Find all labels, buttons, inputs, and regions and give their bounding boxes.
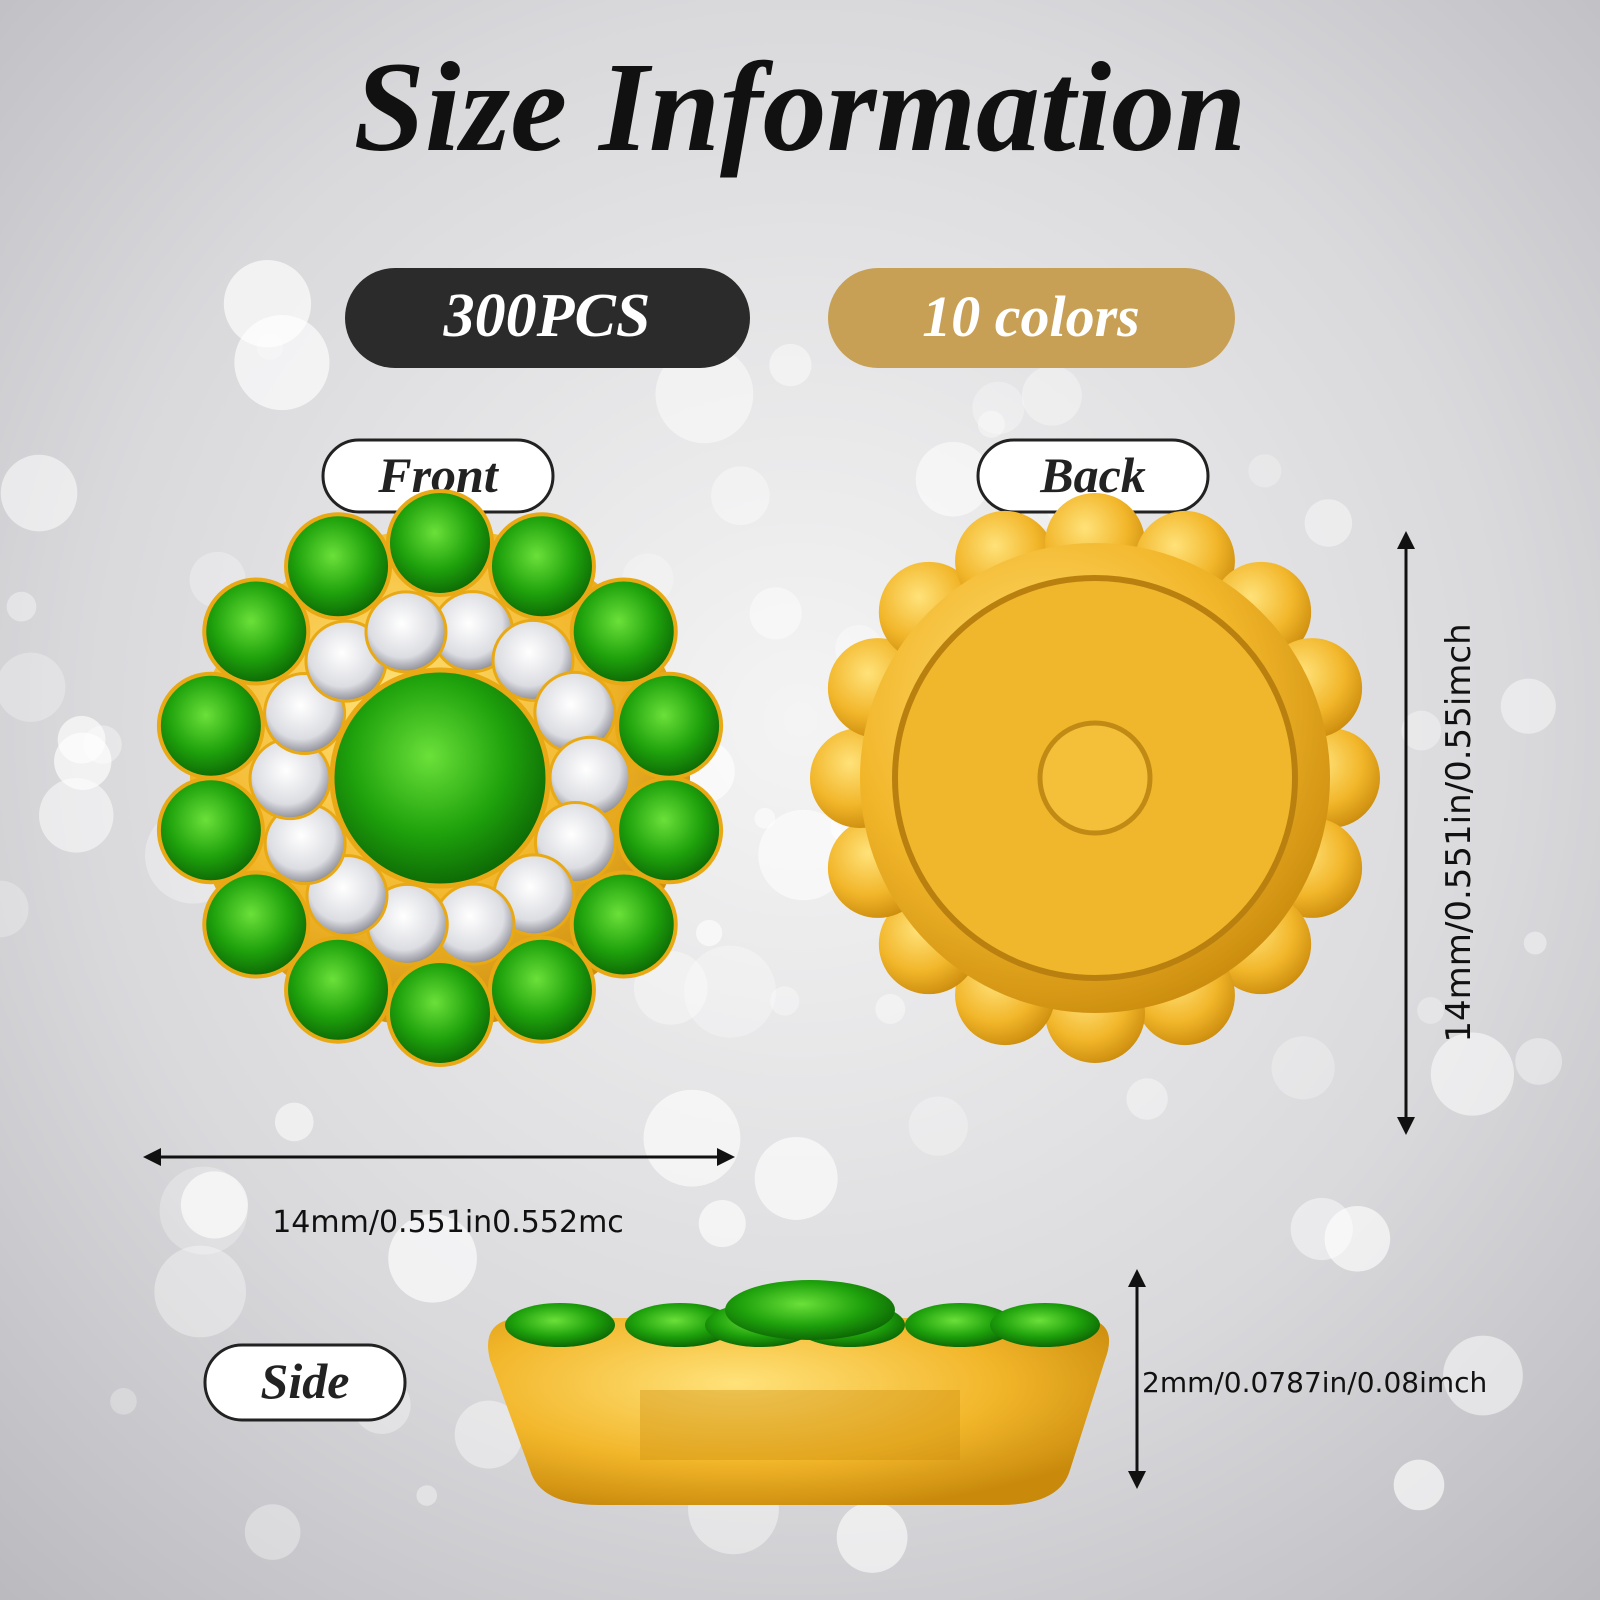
bokeh-dot bbox=[972, 381, 1025, 435]
bokeh-dot bbox=[749, 587, 802, 640]
bokeh-dot bbox=[154, 1245, 247, 1338]
bokeh-dot bbox=[695, 919, 723, 947]
bokeh-dot bbox=[1393, 1459, 1445, 1511]
bokeh-dot bbox=[388, 1213, 477, 1303]
bokeh-dot bbox=[180, 1171, 248, 1239]
bokeh-dot bbox=[1271, 1036, 1335, 1100]
badge-bg bbox=[345, 268, 750, 368]
side-shadow bbox=[640, 1390, 960, 1460]
bokeh-dot bbox=[1523, 931, 1547, 955]
green-stone bbox=[156, 776, 265, 885]
bokeh-dot bbox=[1430, 1032, 1515, 1116]
green-stone bbox=[487, 935, 596, 1044]
bokeh-dot bbox=[1248, 454, 1282, 488]
green-stone bbox=[569, 577, 678, 686]
view-label-bg bbox=[203, 1343, 407, 1422]
bokeh-dot bbox=[1304, 499, 1353, 547]
bokeh-dot bbox=[770, 986, 800, 1016]
bokeh-dot bbox=[655, 345, 754, 444]
green-stone bbox=[487, 512, 596, 621]
view-label: Side bbox=[261, 1353, 350, 1409]
bokeh-dot bbox=[274, 1102, 314, 1142]
bokeh-dot bbox=[908, 1096, 968, 1156]
green-stone bbox=[284, 935, 393, 1044]
bokeh-dot bbox=[1443, 1335, 1523, 1416]
bokeh-dot bbox=[0, 454, 78, 532]
green-stone bbox=[386, 489, 494, 597]
green-stone bbox=[615, 776, 724, 885]
green-stone bbox=[569, 870, 678, 979]
side-stone bbox=[990, 1303, 1100, 1347]
bokeh-dot bbox=[57, 715, 106, 764]
bokeh-dot bbox=[1021, 365, 1082, 426]
green-stone bbox=[615, 671, 724, 780]
side-stone bbox=[905, 1303, 1015, 1347]
green-stone bbox=[202, 577, 311, 686]
side-base bbox=[488, 1318, 1110, 1505]
bokeh-dot bbox=[977, 410, 1005, 438]
dimension-label: 14mm/0.551in0.552mc bbox=[272, 1205, 624, 1240]
gold-center bbox=[1037, 720, 1153, 836]
bokeh-dot bbox=[223, 260, 312, 348]
bokeh-dot bbox=[1515, 1038, 1563, 1085]
bokeh-dot bbox=[454, 1400, 523, 1469]
bokeh-dot bbox=[39, 778, 114, 853]
green-stone bbox=[284, 512, 393, 621]
bokeh-dot bbox=[683, 945, 776, 1038]
badge: 300PCS bbox=[443, 282, 651, 350]
bokeh-dot bbox=[0, 880, 29, 938]
bokeh-dot bbox=[1126, 1078, 1168, 1120]
dimension-label: 14mm/0.551in/0.55imch bbox=[1439, 623, 1479, 1042]
bokeh-dot bbox=[416, 1485, 438, 1506]
bokeh-dot bbox=[244, 1504, 301, 1560]
bokeh-dot bbox=[6, 591, 37, 622]
bokeh-dot bbox=[915, 441, 991, 517]
side-stone bbox=[625, 1303, 735, 1347]
bokeh-dot bbox=[711, 466, 770, 526]
green-stone bbox=[156, 671, 265, 780]
bokeh-dot bbox=[1324, 1205, 1391, 1272]
green-stone bbox=[386, 959, 494, 1067]
bokeh-dot bbox=[758, 809, 849, 901]
bokeh-dot bbox=[698, 1200, 746, 1248]
bokeh-dot bbox=[754, 1136, 838, 1220]
bokeh-dot bbox=[754, 807, 776, 829]
side-center-stone bbox=[725, 1280, 895, 1340]
bokeh-dot bbox=[643, 1089, 741, 1187]
bokeh-dot bbox=[0, 652, 66, 722]
badge-bg bbox=[828, 268, 1235, 368]
badge: 10 colors bbox=[922, 284, 1140, 349]
bokeh-dot bbox=[875, 993, 906, 1024]
bokeh-dot bbox=[1417, 997, 1445, 1024]
title: Size Information bbox=[354, 36, 1247, 178]
center-stone bbox=[329, 667, 551, 889]
dimension-label: 2mm/0.0787in/0.08imch bbox=[1142, 1366, 1487, 1399]
back-view bbox=[810, 493, 1380, 1063]
front-view bbox=[156, 489, 724, 1067]
green-stone bbox=[202, 870, 311, 979]
bokeh-dot bbox=[769, 343, 812, 387]
side-stone bbox=[505, 1303, 615, 1347]
bokeh-dot bbox=[836, 1502, 908, 1573]
side-view bbox=[488, 1280, 1110, 1505]
bokeh-dot bbox=[110, 1388, 137, 1415]
bokeh-dot bbox=[1500, 678, 1556, 734]
clear-stone bbox=[364, 590, 448, 674]
